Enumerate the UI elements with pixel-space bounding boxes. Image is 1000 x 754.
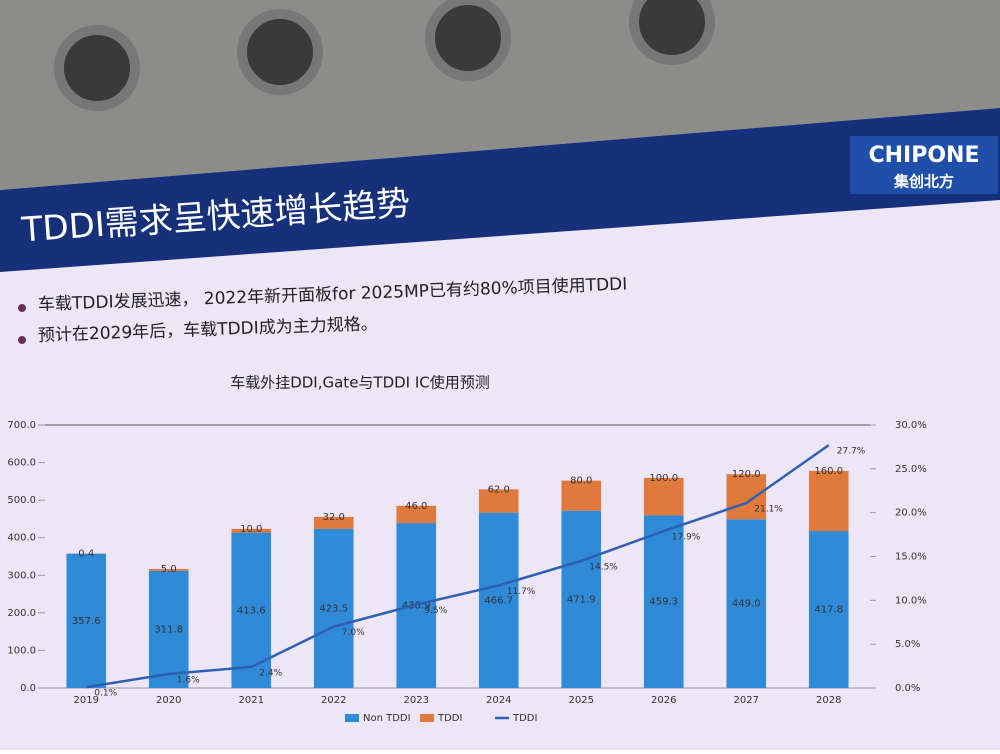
data-label: 80.0 (570, 476, 592, 487)
data-label: 311.8 (154, 624, 183, 635)
data-label: 5.0 (161, 564, 177, 575)
legend-label: TDDI (512, 713, 537, 724)
data-label: 27.7% (837, 447, 866, 457)
y-tick-label: 0.0 (20, 683, 36, 694)
data-label: 62.0 (488, 484, 510, 495)
y2-tick-label: 20.0% (895, 508, 927, 519)
data-label: 413.6 (237, 605, 266, 616)
x-tick-label: 2021 (239, 695, 264, 706)
legend-swatch (420, 714, 434, 722)
data-label: 459.3 (649, 597, 678, 608)
data-label: 1.6% (177, 675, 200, 685)
y-tick-label: 700.0 (7, 420, 36, 431)
x-tick-label: 2027 (734, 695, 759, 706)
x-tick-label: 2024 (486, 695, 511, 706)
legend-swatch (345, 714, 359, 722)
data-label: 100.0 (649, 473, 678, 484)
data-label: 449.0 (732, 599, 761, 610)
y-tick-label: 600.0 (7, 458, 36, 469)
data-label: 417.8 (814, 605, 843, 616)
x-tick-label: 2020 (156, 695, 181, 706)
y-tick-label: 500.0 (7, 495, 36, 506)
bullet-dot (18, 304, 26, 312)
data-label: 160.0 (814, 466, 843, 477)
y-tick-label: 400.0 (7, 533, 36, 544)
data-label: 32.0 (323, 512, 345, 523)
bullet-dot (18, 336, 26, 344)
logo-subtitle: 集创北方 (893, 173, 954, 191)
x-tick-label: 2022 (321, 695, 346, 706)
y2-tick-label: 25.0% (895, 464, 927, 475)
data-label: 10.0 (240, 524, 262, 535)
y2-tick-label: 5.0% (895, 639, 920, 650)
data-label: 14.5% (589, 562, 618, 572)
bar-segment (809, 471, 849, 531)
data-label: 17.9% (672, 533, 701, 543)
data-label: 7.0% (342, 628, 365, 638)
data-label: 0.1% (94, 689, 117, 699)
data-label: 120.0 (732, 469, 761, 480)
y-tick-label: 200.0 (7, 608, 36, 619)
data-label: 423.5 (319, 603, 348, 614)
legend-label: TDDI (437, 713, 462, 724)
y-tick-label: 300.0 (7, 570, 36, 581)
data-label: 471.9 (567, 594, 596, 605)
y2-tick-label: 0.0% (895, 683, 920, 694)
data-label: 46.0 (405, 501, 427, 512)
x-tick-label: 2025 (569, 695, 594, 706)
y2-tick-label: 15.0% (895, 552, 927, 563)
y-tick-label: 100.0 (7, 645, 36, 656)
x-tick-label: 2026 (651, 695, 676, 706)
data-label: 9.5% (424, 606, 447, 616)
x-tick-label: 2028 (816, 695, 841, 706)
data-label: 466.7 (484, 595, 513, 606)
legend-label: Non TDDI (363, 713, 411, 724)
data-label: 0.4 (78, 548, 94, 559)
chart-title: 车载外挂DDI,Gate与TDDI IC使用预测 (230, 374, 490, 392)
data-label: 2.4% (259, 668, 282, 678)
data-label: 11.7% (507, 587, 536, 597)
y2-tick-label: 10.0% (895, 595, 927, 606)
data-label: 21.1% (754, 505, 783, 515)
x-tick-label: 2023 (404, 695, 429, 706)
y2-tick-label: 30.0% (895, 420, 927, 431)
data-label: 357.6 (72, 616, 101, 627)
logo-name: CHIPONE (868, 143, 979, 168)
